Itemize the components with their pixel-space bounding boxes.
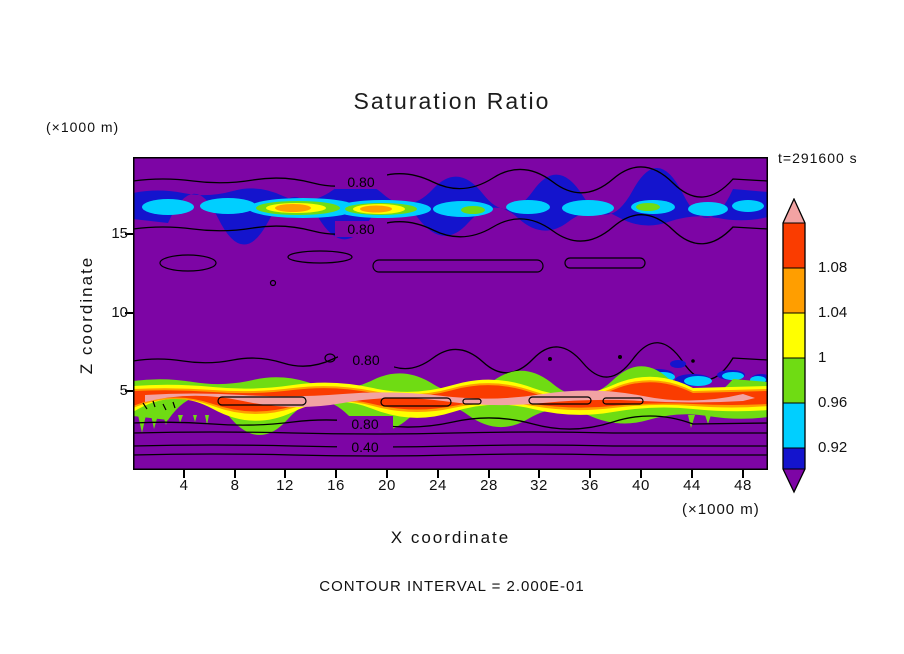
page-title: Saturation Ratio [353, 88, 551, 114]
x-tick-mark [437, 470, 439, 478]
contour-label-080-below-band: 0.80 [347, 221, 374, 237]
x-tick-mark [538, 470, 540, 478]
contour-label-080-low: 0.80 [351, 416, 378, 432]
contour-plot-svg: 0.80 0.80 0.80 [132, 157, 771, 470]
y-tick-mark [125, 390, 133, 392]
y-tick-label: 15 [111, 225, 128, 242]
colorbar-svg [782, 197, 806, 494]
in-band-contour-outlines [142, 396, 644, 411]
x-tick-label: 16 [327, 477, 345, 494]
x-tick-mark [640, 470, 642, 478]
x-tick-label: 32 [530, 477, 548, 494]
upper-moist-band [133, 167, 768, 245]
colorbar-label: 1 [818, 349, 827, 366]
contour-line-080-below-band: 0.80 [132, 214, 769, 245]
x-tick-mark [691, 470, 693, 478]
colorbar-cap-bottom [783, 469, 805, 492]
y-tick-mark [125, 312, 133, 314]
colorbar-label: 1.04 [818, 304, 848, 321]
x-tick-mark [742, 470, 744, 478]
contour-plot: 0.80 0.80 0.80 [132, 157, 771, 470]
x-tick-mark [183, 470, 185, 478]
x-tick-label: 4 [179, 477, 189, 494]
x-tick-label: 36 [581, 477, 599, 494]
contour-interval-caption: CONTOUR INTERVAL = 2.000E-01 [319, 578, 585, 595]
colorbar [781, 197, 811, 498]
time-annotation: t=291600 s [778, 150, 858, 166]
y-tick-mark [125, 233, 133, 235]
x-tick-label: 12 [276, 477, 294, 494]
x-tick-label: 20 [378, 477, 396, 494]
x-tick-mark [234, 470, 236, 478]
colorbar-label: 0.96 [818, 394, 848, 411]
y-tick-label: 10 [111, 304, 128, 321]
colorbar-cap-top [783, 199, 805, 223]
x-axis-title: X coordinate [390, 528, 511, 547]
x-tick-mark [335, 470, 337, 478]
contour-label-080-top: 0.80 [347, 174, 374, 190]
colorbar-label: 1.08 [818, 259, 848, 276]
x-tick-label: 28 [480, 477, 498, 494]
contour-label-080-mid: 0.80 [352, 352, 379, 368]
y-axis-units-label: (×1000 m) [46, 119, 120, 135]
mid-level-contour-filaments [159, 250, 646, 287]
x-tick-mark [488, 470, 490, 478]
contour-label-040-low: 0.40 [351, 439, 378, 455]
contour-line-080-top: 0.80 [132, 166, 769, 198]
contour-line-080-low: 0.80 [132, 415, 769, 432]
x-tick-label: 24 [429, 477, 447, 494]
x-tick-mark [589, 470, 591, 478]
x-tick-label: 8 [230, 477, 240, 494]
x-tick-mark [386, 470, 388, 478]
x-tick-mark [284, 470, 286, 478]
colorbar-label: 0.92 [818, 439, 848, 456]
y-axis-title: Z coordinate [77, 255, 96, 375]
contour-line-080-mid: 0.80 [132, 342, 769, 381]
colorbar-dividers [783, 222, 805, 470]
contour-lines-low-stack: 0.40 [132, 431, 768, 457]
y-tick-label: 5 [119, 382, 128, 399]
x-tick-label: 48 [734, 477, 752, 494]
x-axis-units-label: (×1000 m) [682, 501, 760, 518]
plot-frame [133, 157, 768, 470]
x-tick-label: 44 [683, 477, 701, 494]
lower-saturated-band [133, 366, 768, 436]
x-tick-label: 40 [632, 477, 650, 494]
